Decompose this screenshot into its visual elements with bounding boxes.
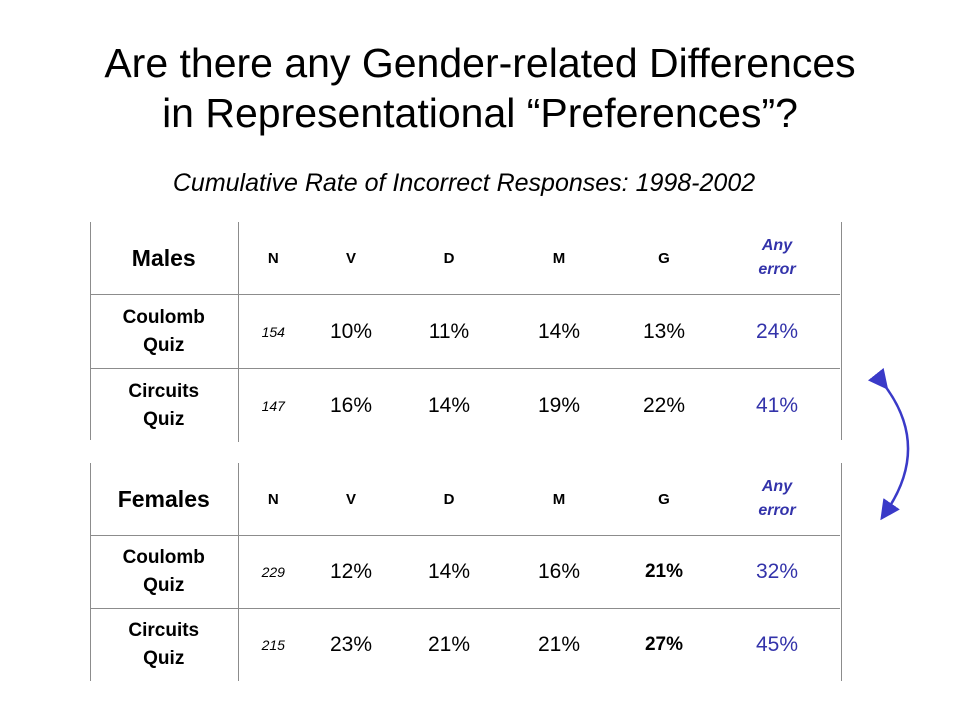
quiz-label: Coulomb Quiz [90, 294, 239, 369]
g-value: 22% [642, 393, 686, 417]
double-arrow-icon [867, 367, 910, 521]
v-value: 10% [308, 294, 394, 369]
col-d-header: D [394, 222, 504, 295]
any-error-value: 32% [714, 535, 840, 609]
v-value: 23% [329, 633, 373, 656]
d-value: 11% [394, 294, 504, 369]
col-d-header: D [394, 463, 504, 536]
col-g-header: G [614, 463, 714, 536]
col-n-header: N [238, 222, 308, 295]
females-header-row: Females N V D M G Any error [90, 463, 840, 536]
quiz-label: Circuits Quiz [90, 368, 239, 442]
g-value: 21% [614, 535, 714, 609]
males-table: Males N V D M G Any error Coulomb Quiz 1… [90, 222, 840, 442]
v-value: 12% [308, 535, 394, 609]
males-label: Males [90, 222, 239, 295]
quiz-label-line-1: Coulomb [122, 306, 205, 328]
n-value: 229 [238, 535, 308, 609]
males-header-row: Males N V D M G Any error [90, 222, 840, 295]
m-value: 21% [537, 633, 581, 656]
col-n-header: N [238, 463, 308, 536]
col-any-error-header: Any error [714, 463, 840, 536]
d-value: 14% [394, 535, 504, 609]
females-table: Females N V D M G Any error Coulomb Quiz… [90, 463, 840, 681]
quiz-label-line-2: Quiz [143, 334, 185, 356]
any-error-line-1: Any [761, 237, 793, 254]
n-value: 154 [238, 294, 308, 369]
any-error-line-1: Any [761, 478, 793, 495]
v-value: 16% [329, 393, 373, 417]
col-any-error-header: Any error [714, 222, 840, 295]
g-value: 13% [614, 294, 714, 369]
m-value: 16% [504, 535, 614, 609]
title-line-1: Are there any Gender-related Differences [104, 40, 856, 86]
any-error-line-2: error [758, 502, 796, 519]
females-label: Females [90, 463, 239, 536]
quiz-label-line-1: Circuits [128, 380, 200, 402]
d-value: 21% [427, 633, 471, 656]
table-row: Coulomb Quiz 154 10% 11% 14% 13% 24% [90, 294, 840, 369]
d-value: 14% [427, 393, 471, 417]
quiz-label-line-1: Circuits [128, 620, 200, 641]
col-v-header: V [308, 222, 394, 295]
n-value: 215 [261, 637, 285, 653]
table-row: Coulomb Quiz 229 12% 14% 16% 21% 32% [90, 535, 840, 609]
col-m-header: M [504, 463, 614, 536]
any-error-value: 45% [755, 633, 799, 656]
quiz-label-line-2: Quiz [143, 648, 185, 669]
table-row: Circuits Quiz 215 23% 21% 21% 27% 45% [90, 608, 840, 681]
quiz-label: Coulomb Quiz [90, 535, 239, 609]
quiz-label-line-2: Quiz [143, 575, 185, 596]
col-g-header: G [614, 222, 714, 295]
table-row: Circuits Quiz 147 16% 14% 19% 22% 41% [90, 368, 840, 442]
any-error-value: 41% [755, 393, 799, 417]
subtitle: Cumulative Rate of Incorrect Responses: … [172, 169, 756, 197]
quiz-label-line-1: Coulomb [122, 547, 205, 568]
page-title: Are there any Gender-related Differences… [0, 38, 960, 138]
m-value: 19% [537, 393, 581, 417]
quiz-label-line-2: Quiz [143, 408, 185, 430]
m-value: 14% [504, 294, 614, 369]
any-error-line-2: error [758, 261, 796, 278]
col-v-header: V [308, 463, 394, 536]
title-line-2: in Representational “Preferences”? [162, 90, 798, 136]
col-m-header: M [504, 222, 614, 295]
quiz-label: Circuits Quiz [90, 608, 239, 681]
g-value: 27% [644, 634, 684, 655]
any-error-value: 24% [714, 294, 840, 369]
n-value: 147 [261, 397, 285, 414]
